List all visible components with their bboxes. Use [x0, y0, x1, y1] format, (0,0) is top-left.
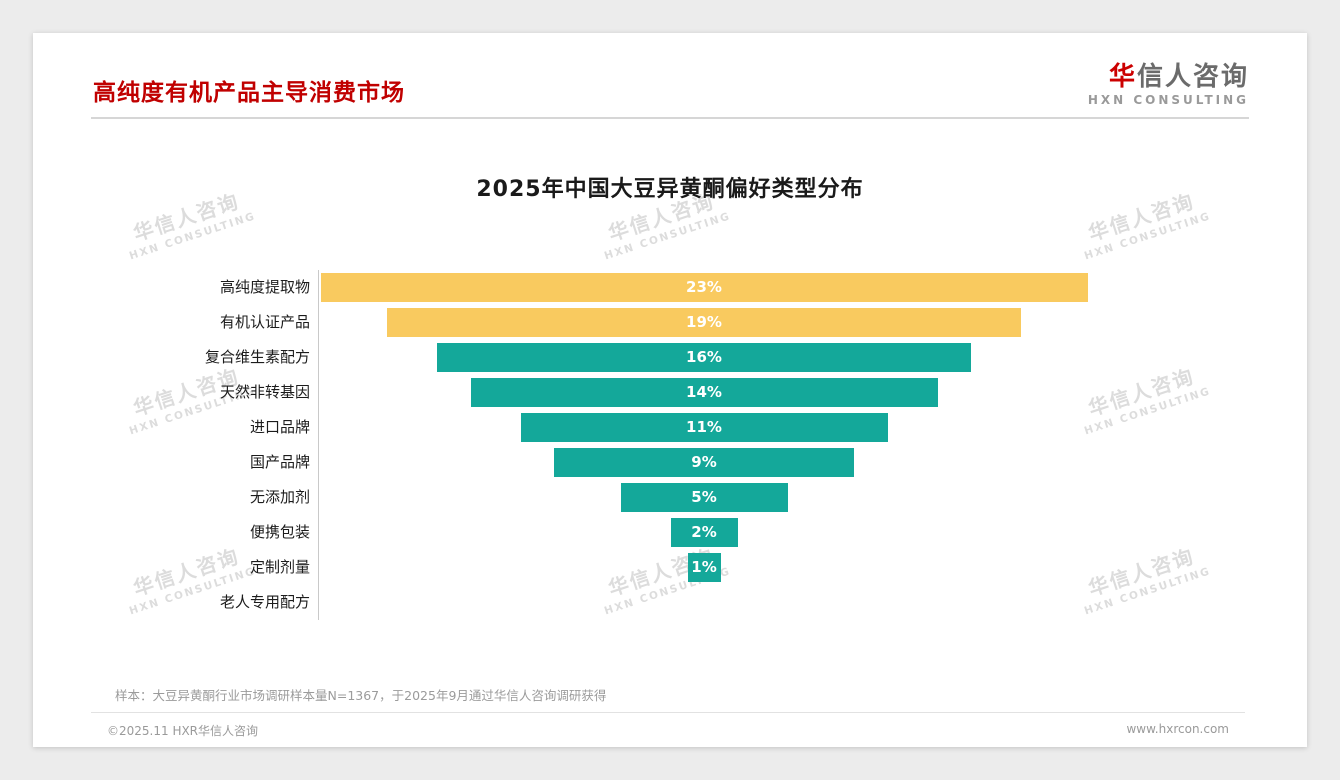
- category-label: 复合维生素配方: [204, 348, 310, 366]
- funnel-row: 老人专用配方: [33, 585, 1307, 620]
- category-label: 无添加剂: [249, 488, 310, 506]
- logo-zh-text: 华信人咨询: [1088, 63, 1249, 92]
- category-label: 定制剂量: [249, 558, 310, 576]
- funnel-bar: 11%: [520, 413, 888, 442]
- chart-title: 2025年中国大豆异黄酮偏好类型分布: [476, 177, 864, 202]
- watermark-text-en: HXN CONSULTING: [602, 210, 733, 263]
- footnote: 样本：大豆异黄酮行业市场调研样本量N=1367，于2025年9月通过华信人咨询调…: [115, 688, 607, 703]
- funnel-bar: 19%: [387, 308, 1021, 337]
- category-label: 高纯度提取物: [219, 278, 310, 296]
- category-label: 国产品牌: [249, 453, 310, 471]
- watermark-text-en: HXN CONSULTING: [1082, 210, 1213, 263]
- bar-region: 2%: [318, 515, 1307, 550]
- funnel-row: 无添加剂 5%: [33, 480, 1307, 515]
- funnel-bar: 2%: [670, 518, 738, 547]
- funnel-chart: 高纯度提取物 23% 有机认证产品 19% 复合维生素配方 16% 天然非转基因 14% 进口品…: [33, 270, 1307, 620]
- bar-region: 11%: [318, 410, 1307, 445]
- page-title: 高纯度有机产品主导消费市场: [93, 80, 405, 106]
- watermark-text-en: HXN CONSULTING: [127, 210, 258, 263]
- logo: 华信人咨询 HXN CONSULTING: [1088, 63, 1249, 107]
- funnel-row: 便携包装 2%: [33, 515, 1307, 550]
- bar-region: 14%: [318, 375, 1307, 410]
- footer: ©2025.11 HXR华信人咨询 www.hxrcon.com: [91, 712, 1245, 739]
- funnel-row: 天然非转基因 14%: [33, 375, 1307, 410]
- funnel-row: 复合维生素配方 16%: [33, 340, 1307, 375]
- funnel-row: 定制剂量 1%: [33, 550, 1307, 585]
- category-label: 便携包装: [249, 523, 310, 541]
- bar-region: 23%: [318, 270, 1307, 305]
- bar-region: 16%: [318, 340, 1307, 375]
- funnel-bar: 9%: [554, 448, 854, 477]
- slide: 华信人咨询 HXN CONSULTING 华信人咨询 HXN CONSULTIN…: [33, 33, 1307, 747]
- footer-url: www.hxrcon.com: [1126, 722, 1229, 736]
- bar-region: [318, 585, 1307, 620]
- funnel-row: 有机认证产品 19%: [33, 305, 1307, 340]
- funnel-row: 国产品牌 9%: [33, 445, 1307, 480]
- bar-region: 9%: [318, 445, 1307, 480]
- funnel-bar: 14%: [470, 378, 938, 407]
- funnel-bar: 23%: [320, 273, 1088, 302]
- bar-region: 5%: [318, 480, 1307, 515]
- header: 高纯度有机产品主导消费市场 华信人咨询 HXN CONSULTING: [91, 63, 1249, 119]
- logo-zh-highlight: 华: [1108, 62, 1137, 92]
- category-label: 天然非转基因: [219, 383, 310, 401]
- funnel-bar: 5%: [620, 483, 788, 512]
- category-label: 有机认证产品: [219, 313, 310, 331]
- category-label: 老人专用配方: [219, 593, 310, 611]
- funnel-row: 高纯度提取物 23%: [33, 270, 1307, 305]
- funnel-bar: 1%: [687, 553, 721, 582]
- footer-copyright: ©2025.11 HXR华信人咨询: [107, 724, 259, 738]
- logo-zh-rest: 信人咨询: [1136, 62, 1249, 92]
- bar-region: 19%: [318, 305, 1307, 340]
- bar-region: 1%: [318, 550, 1307, 585]
- funnel-bar: 16%: [437, 343, 971, 372]
- funnel-row: 进口品牌 11%: [33, 410, 1307, 445]
- logo-en-text: HXN CONSULTING: [1087, 92, 1249, 107]
- category-label: 进口品牌: [249, 418, 310, 436]
